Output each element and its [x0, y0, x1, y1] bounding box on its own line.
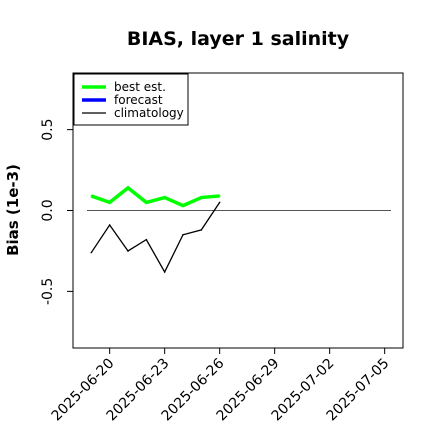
- chart-title: BIAS, layer 1 salinity: [127, 28, 350, 50]
- legend-label: forecast: [114, 93, 163, 107]
- y-tick-label: 0.0: [40, 199, 56, 221]
- legend-label: best est.: [114, 80, 166, 94]
- data-point-climatology: [90, 251, 93, 254]
- series-layer: [90, 185, 221, 274]
- data-point-climatology: [127, 250, 129, 252]
- data-point-best-est: [127, 187, 129, 189]
- data-point-climatology: [182, 233, 184, 236]
- series-line-best-est: [90, 185, 220, 208]
- y-axis-label: Bias (1e-3): [4, 164, 22, 256]
- series-line-climatology: [90, 202, 221, 274]
- data-point-best-est: [182, 204, 184, 207]
- data-point-best-est: [145, 201, 148, 204]
- data-point-climatology: [145, 238, 148, 241]
- data-point-best-est: [200, 196, 203, 199]
- y-axis: -0.5 0.0 0.5: [40, 118, 73, 305]
- data-point-climatology: [218, 201, 221, 204]
- x-axis: 2025-06-202025-06-232025-06-262025-06-29…: [49, 348, 392, 424]
- y-tick-label: -0.5: [40, 278, 56, 305]
- legend-label: climatology: [114, 106, 184, 120]
- data-point-best-est: [163, 196, 166, 199]
- data-point-best-est: [108, 201, 111, 204]
- data-point-climatology: [163, 271, 166, 273]
- data-point-climatology: [200, 229, 203, 231]
- data-point-best-est: [218, 195, 221, 197]
- data-point-climatology: [108, 224, 111, 226]
- y-tick-label: 0.5: [40, 118, 56, 140]
- data-point-best-est: [90, 195, 93, 197]
